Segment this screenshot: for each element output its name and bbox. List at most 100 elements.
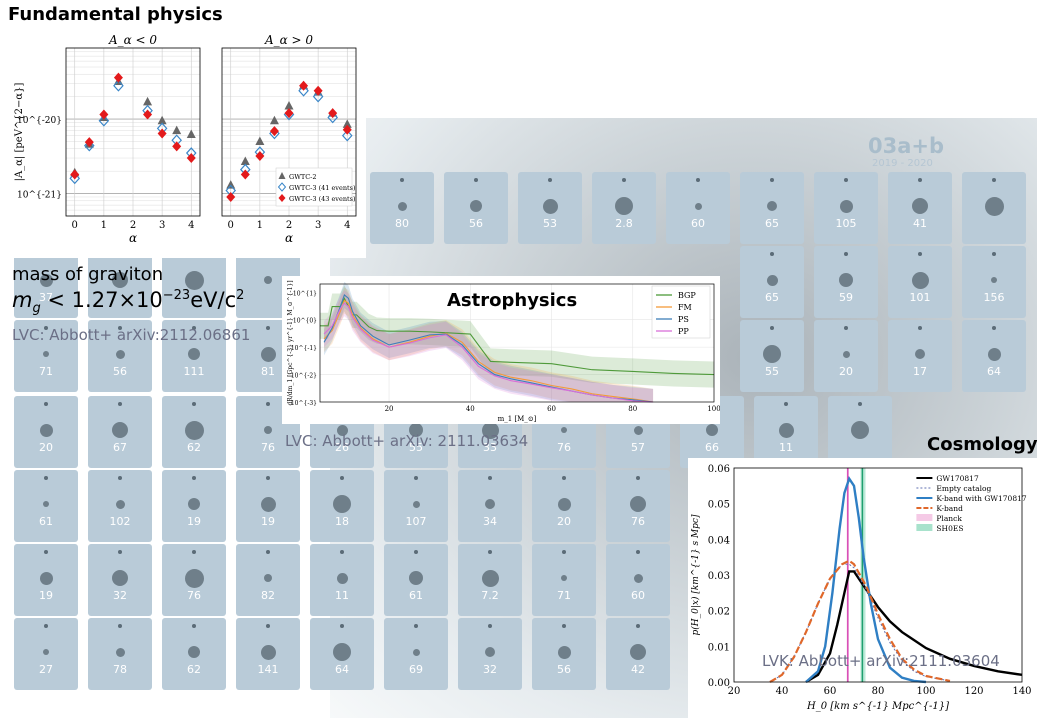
diamond-marker [313, 85, 323, 96]
final-mass-value: 76 [631, 515, 645, 528]
component-mass-dot [118, 402, 122, 406]
graviton-bound-exponent: −23 [162, 288, 191, 303]
graviton-unit: eV/c [190, 288, 237, 312]
final-mass-dot [39, 273, 53, 287]
final-mass-value: 19 [187, 515, 201, 528]
dispersion-coefficient-plots: 0 1 2 3 4 A_α < 0 α 10^{-20} 10^{-21} |A_α| [peV^… [14, 33, 357, 245]
final-mass-value: 42 [631, 663, 645, 676]
component-mass-dot [918, 326, 922, 330]
final-mass-dot [264, 574, 272, 582]
catalog-tile: 78 [88, 618, 152, 690]
final-mass-dot [763, 345, 781, 363]
diamond-marker [284, 108, 294, 119]
diamond-marker [172, 141, 182, 152]
open-diamond-marker [83, 139, 95, 152]
catalog-logo: 03a+b [868, 134, 945, 158]
catalog-tile: 64 [310, 618, 374, 690]
final-mass-value: 82 [261, 589, 275, 602]
x-axis-label: H_0 [km s^{-1} Mpc^{-1}] [806, 701, 949, 712]
catalog-tile: 19 [236, 470, 300, 542]
legend-box [275, 167, 353, 207]
final-mass-value: 17 [913, 365, 927, 378]
final-mass-value: 71 [557, 589, 571, 602]
catalog-tile: 42 [606, 618, 670, 690]
catalog-tile: 65 [740, 246, 804, 318]
component-mass-dot [636, 476, 640, 480]
open-diamond-marker [327, 111, 339, 124]
legend-label: Empty catalog [936, 484, 991, 493]
posterior-curve [805, 570, 1023, 684]
final-mass-dot [842, 350, 850, 358]
final-mass-value: 56 [557, 663, 571, 676]
astrophysics-credit: LVC: Abbott+ arXiv: 2111.03634 [285, 432, 529, 450]
x-axis-label: α [285, 231, 293, 245]
component-mass-dot [118, 476, 122, 480]
final-mass-value: 76 [261, 441, 275, 454]
graviton-mass-label: mass of graviton [12, 264, 164, 285]
final-mass-value: 61 [39, 515, 53, 528]
catalog-tile: 7.2 [458, 544, 522, 616]
final-mass-dot [188, 498, 200, 510]
final-mass-dot [557, 497, 571, 511]
final-mass-dot [911, 271, 929, 289]
final-mass-dot [542, 198, 558, 214]
final-mass-value: 61 [409, 589, 423, 602]
open-diamond-marker [113, 79, 124, 92]
catalog-tile: 20 [532, 470, 596, 542]
component-mass-dot [992, 252, 996, 256]
catalog-tile [828, 396, 892, 468]
legend-label: PP [678, 327, 689, 336]
diamond-marker [240, 169, 250, 180]
open-diamond-marker [312, 90, 324, 103]
component-mass-dot [266, 476, 270, 480]
final-mass-value: 62 [187, 663, 201, 676]
component-mass-dot [844, 178, 848, 182]
component-mass-dot [918, 252, 922, 256]
legend-label: FM [678, 303, 692, 312]
fundamental-physics-heading: Fundamental physics [8, 4, 223, 25]
diamond-marker [99, 109, 109, 120]
astrophysics-panel: 20 40 60 80 100 10^{1} 10^{0} 10^{-1} 10^{-2} 10^… [282, 276, 721, 424]
catalog-tile: 76 [606, 470, 670, 542]
component-mass-dot [192, 326, 196, 330]
component-mass-dot [266, 624, 270, 628]
component-mass-dot [548, 178, 552, 182]
final-mass-dot [112, 570, 128, 586]
x-tick-label: 20 [728, 686, 741, 697]
legend-marker [278, 172, 286, 179]
component-mass-dot [844, 326, 848, 330]
legend-label: Planck [936, 514, 962, 523]
fundamental-physics-panel: 0 1 2 3 4 A_α < 0 α 10^{-20} 10^{-21} |A_α| [peV^… [0, 26, 366, 258]
component-mass-dot [696, 178, 700, 182]
final-mass-value: 55 [765, 365, 779, 378]
diamond-marker [269, 126, 279, 137]
final-mass-dot [839, 273, 853, 287]
final-mass-dot [633, 425, 643, 435]
diamond-marker [342, 124, 352, 135]
final-mass-value: 32 [483, 663, 497, 676]
final-mass-dot [481, 421, 499, 439]
component-mass-dot [44, 402, 48, 406]
final-mass-value: 81 [261, 365, 275, 378]
final-mass-value: 19 [261, 515, 275, 528]
final-mass-dot [615, 197, 633, 215]
catalog-tile: 67 [88, 396, 152, 468]
legend-marker [278, 194, 286, 202]
catalog-tile: 60 [606, 544, 670, 616]
catalog-tile: 111 [162, 320, 226, 392]
posterior-curve [769, 559, 951, 683]
final-mass-value: 27 [39, 663, 53, 676]
x-tick-label: 60 [547, 405, 556, 413]
cosmology-credit: LVK: Abbott+ arXiv:2111.03604 [762, 652, 1000, 670]
final-mass-dot [43, 649, 49, 655]
x-tick-label: 4 [344, 220, 350, 231]
x-axis-label: α [129, 231, 137, 245]
component-mass-dot [192, 624, 196, 628]
legend-label: K-band with GW170817 [936, 494, 1026, 503]
final-mass-dot [184, 568, 204, 588]
catalog-tile: 11 [310, 544, 374, 616]
final-mass-dot [184, 420, 204, 440]
final-mass-value: 20 [839, 365, 853, 378]
x-tick-label: 3 [315, 220, 321, 231]
catalog-tile: 59 [814, 246, 878, 318]
